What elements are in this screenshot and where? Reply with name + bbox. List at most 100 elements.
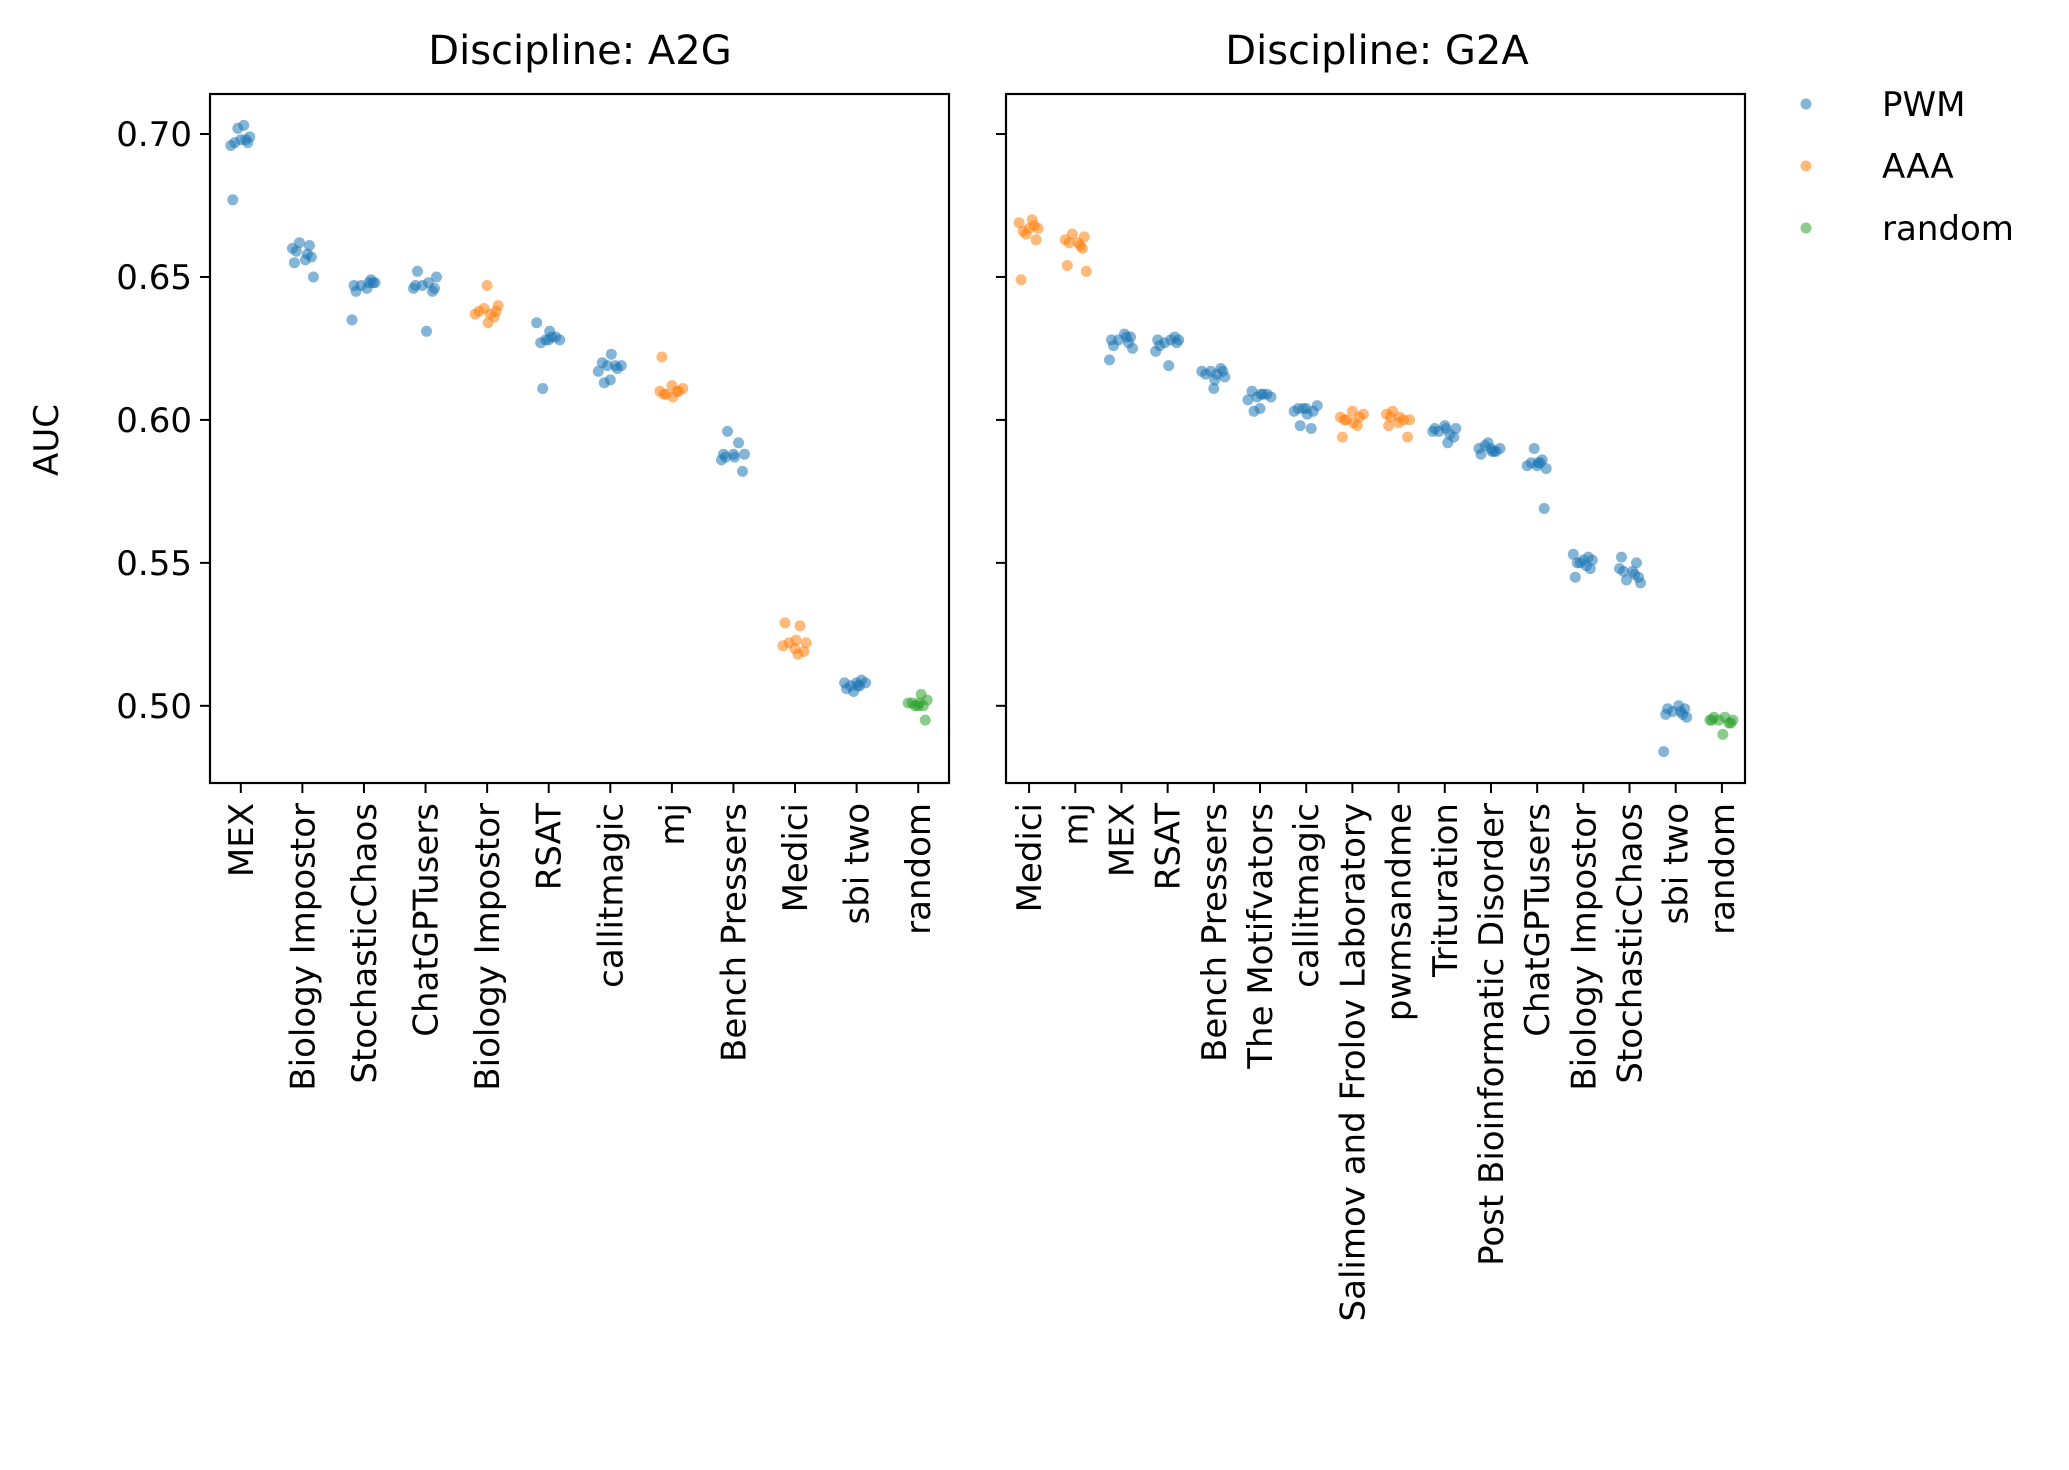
data-point-1-6-4 [1288,405,1300,417]
x-tick-label-0-7: mj [653,803,693,846]
data-point-1-13-4 [1627,565,1638,577]
y-axis-label: AUC [27,404,67,476]
data-point-0-1-6 [303,240,315,251]
x-tick-label-1-2: MEX [1103,803,1143,877]
data-point-1-3-7 [1150,345,1162,357]
x-tick-label-1-3: RSAT [1149,803,1189,890]
x-tick-label-1-8: pwmsandme [1380,803,1420,1021]
legend-marker-PWM [1800,98,1812,110]
data-point-1-9-6 [1429,423,1441,434]
data-point-1-11-6 [1534,457,1546,469]
data-point-0-2-8 [346,314,358,326]
x-tick-label-1-4: Bench Pressers [1195,803,1235,1062]
data-point-0-0-3 [225,140,237,151]
x-ticks-a2g: MEX Biology Impostor StochasticChaos ChatGP… [222,783,939,1091]
data-point-0-8-1 [739,448,750,460]
data-point-1-13-5 [1621,574,1632,586]
data-point-1-0-6 [1020,228,1032,240]
data-point-1-8-5 [1387,405,1399,417]
data-point-1-2-6 [1108,340,1119,352]
data-point-1-13-7 [1616,551,1627,563]
data-point-1-0-5 [1026,214,1038,226]
x-tick-label-0-11: random [899,803,939,935]
data-point-1-2-8 [1104,354,1115,366]
y-tick-label-4: 0.70 [116,115,192,155]
data-point-0-4-8 [481,280,493,291]
data-point-0-11-6 [915,688,927,700]
data-point-1-10-5 [1475,448,1487,460]
data-point-1-5-5 [1242,394,1254,406]
data-point-0-6-8 [609,360,621,372]
data-point-0-3-4 [427,285,438,297]
y-tick-label-3: 0.65 [116,258,192,298]
data-point-1-12-8 [1569,571,1581,583]
x-tick-label-1-9: Trituration [1426,803,1466,978]
data-point-0-6-4 [592,365,604,377]
x-tick-label-1-5: The Motifvators [1241,803,1281,1070]
data-point-1-14-8 [1658,746,1670,758]
data-point-1-8-6 [1398,414,1410,426]
panel-title-g2a: Discipline: G2A [1225,28,1529,74]
x-tick-label-0-5: RSAT [530,803,570,890]
data-point-1-8-8 [1402,431,1414,443]
data-point-0-4-5 [492,300,504,312]
legend: PWM AAA random [1800,85,2014,249]
panel-title-a2g: Discipline: A2G [428,28,731,74]
data-point-0-8-8 [737,465,748,477]
points-g2a [1013,214,1739,758]
data-point-0-8-4 [728,448,739,460]
panel-a2g: Discipline: A2G MEX Biology Impostor Stoch… [116,28,951,1091]
data-point-1-5-6 [1255,388,1267,400]
data-point-1-6-3 [1311,400,1323,412]
data-point-0-9-0 [800,637,812,649]
x-tick-label-1-7: Salimov and Frolov Laboratory [1333,803,1373,1321]
data-point-0-5-4 [554,334,566,346]
data-point-1-5-4 [1265,391,1277,403]
data-point-0-9-6 [779,617,791,629]
data-point-0-9-5 [794,620,806,632]
legend-marker-random [1800,222,1812,234]
data-point-1-14-6 [1662,703,1674,715]
data-point-1-13-8 [1635,577,1646,589]
x-tick-label-1-0: Medici [1010,803,1050,912]
data-point-1-15-8 [1717,728,1729,740]
x-tick-label-1-13: StochasticChaos [1611,803,1651,1084]
points-a2g [225,119,933,726]
data-point-0-6-7 [598,377,610,389]
x-ticks-g2a: Medici mj MEX RSAT Bench Pressers The Motifva… [1010,783,1743,1321]
x-tick-label-1-15: random [1703,803,1743,935]
data-point-0-9-8 [792,648,804,660]
data-point-0-6-2 [596,357,608,369]
data-point-0-8-6 [733,437,744,449]
data-point-1-15-7 [1704,714,1716,726]
data-point-1-12-6 [1574,557,1586,569]
y-tick-label-1: 0.55 [116,544,192,584]
data-point-0-5-8 [537,383,549,394]
data-point-0-11-8 [919,714,931,726]
y-ticks: 0.50 0.55 0.60 0.65 0.70 [116,115,210,727]
data-point-1-1-7 [1061,260,1073,271]
x-tick-label-0-8: Bench Pressers [715,803,755,1062]
data-point-0-10-8 [848,686,860,697]
data-point-1-1-5 [1066,228,1078,240]
data-point-0-5-6 [544,325,556,337]
data-point-0-2-7 [369,277,381,289]
data-point-1-15-6 [1727,714,1739,726]
data-point-0-1-5 [293,237,305,249]
x-tick-label-1-6: callitmagic [1287,803,1327,988]
data-point-1-1-6 [1076,242,1088,254]
data-point-1-14-7 [1681,711,1693,723]
data-point-1-0-3 [1013,217,1025,229]
data-point-0-8-7 [718,448,729,460]
data-point-0-5-7 [543,334,555,346]
y-tick-label-0: 0.50 [116,687,192,727]
data-point-1-11-7 [1528,443,1540,454]
data-point-0-0-8 [227,194,239,206]
x-tick-label-0-9: Medici [776,803,816,912]
data-point-0-2-6 [350,285,362,297]
data-point-1-7-8 [1336,431,1348,443]
data-point-0-9-4 [783,637,795,649]
data-point-1-12-3 [1567,548,1579,560]
x-tick-label-0-10: sbi two [838,803,878,925]
data-point-1-9-8 [1442,437,1454,449]
